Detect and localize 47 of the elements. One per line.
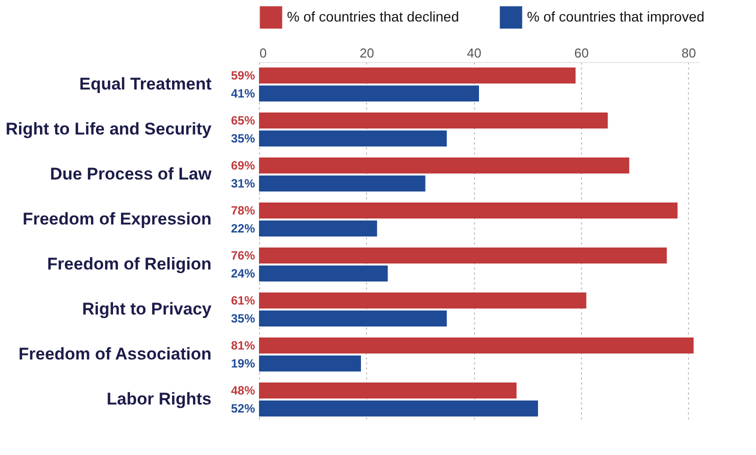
- data-label: 61%: [230, 294, 256, 308]
- y-tick-label: Equal Treatment: [79, 74, 212, 94]
- data-label: 81%: [230, 338, 256, 352]
- bar: [259, 292, 586, 308]
- y-tick-label: Labor Rights: [106, 390, 212, 408]
- x-tick-label: 20: [360, 46, 374, 60]
- data-label: 65%: [230, 114, 256, 128]
- bar: [259, 382, 517, 398]
- data-label: 35%: [230, 312, 256, 326]
- x-tick-label: 40: [466, 46, 482, 60]
- y-tick-label: Due Process of Law: [50, 164, 212, 184]
- bar: [259, 176, 426, 192]
- bar: [259, 338, 694, 354]
- bar: [259, 112, 608, 128]
- data-label: 76%: [230, 248, 256, 262]
- x-tick-label: 80: [682, 46, 696, 60]
- data-label: 35%: [230, 132, 256, 146]
- bar: [259, 86, 479, 102]
- data-label: 52%: [230, 402, 256, 416]
- bar: [259, 202, 678, 218]
- data-label: 22%: [230, 222, 256, 236]
- data-label: 19%: [230, 356, 256, 370]
- bar: [259, 266, 388, 282]
- legend-label: % of countries that improved: [527, 8, 704, 24]
- y-tick-label: Right to Life and Security: [6, 120, 212, 138]
- data-label: 48%: [230, 384, 256, 398]
- bar: [259, 310, 447, 326]
- bar: [259, 130, 447, 146]
- data-label: 31%: [230, 176, 256, 190]
- data-label: 24%: [230, 266, 256, 280]
- bar: [259, 248, 667, 264]
- data-label: 69%: [230, 158, 256, 172]
- y-tick-label: Freedom of Expression: [22, 210, 212, 228]
- legend-label: % of countries that declined: [287, 8, 459, 24]
- bar: [259, 220, 378, 236]
- y-tick-label: Freedom of Religion: [47, 254, 212, 274]
- bar: [259, 68, 576, 84]
- data-label: 41%: [230, 86, 256, 100]
- x-tick-label: 60: [574, 46, 589, 60]
- bar: [259, 158, 630, 174]
- bar: [259, 356, 361, 372]
- y-tick-label: Freedom of Association: [18, 344, 212, 364]
- y-tick-label: Right to Privacy: [82, 300, 212, 318]
- data-label: 59%: [230, 68, 256, 82]
- bar: [259, 400, 538, 416]
- x-tick-label: 0: [260, 46, 267, 60]
- data-label: 78%: [230, 204, 256, 218]
